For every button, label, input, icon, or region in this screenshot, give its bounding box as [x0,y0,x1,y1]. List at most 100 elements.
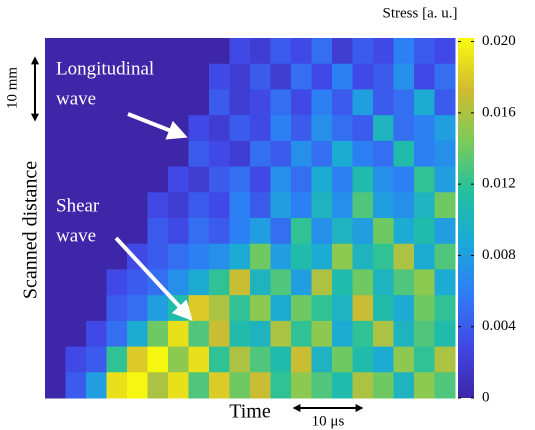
heatmap-cell [147,192,169,219]
heatmap-cell [352,38,374,65]
heatmap-cell [86,320,107,348]
heatmap-cell [291,38,312,65]
heatmap-cell [291,269,312,296]
heatmap-cell [45,372,66,399]
heatmap-cell [188,372,210,399]
heatmap-cell [270,89,292,116]
heatmap-cell [229,140,251,168]
heatmap-cell [311,115,333,142]
heatmap-cell [45,295,66,322]
heatmap-cell [65,346,87,373]
heatmap-cell [250,346,271,373]
heatmap-cell [127,372,148,399]
heatmap-cell [65,320,87,348]
heatmap-cell [127,320,148,348]
heatmap-cell [209,63,230,90]
heatmap-cell [250,218,271,245]
heatmap-cell [414,115,435,142]
heatmap-cell [393,166,415,193]
heatmap-cell [65,218,87,245]
heatmap-cell [393,140,415,168]
heatmap-cell [86,372,107,399]
heatmap-cell [311,63,333,90]
heatmap-cell [434,372,456,399]
heatmap-cell [332,140,353,168]
heatmap-cell [414,166,435,193]
heatmap-cell [270,243,292,270]
heatmap-cell [86,346,107,373]
colorbar-label: Stress [a. u.] [383,5,458,21]
heatmap-cell [188,320,210,348]
annotation-text: Shear [56,195,100,216]
heatmap-cell [168,115,189,142]
heatmap-cell [188,89,210,116]
heatmap-cell [106,115,128,142]
heatmap-cell [414,295,435,322]
heatmap-cell [352,346,374,373]
heatmap-cell [188,166,210,193]
heatmap-cell [393,192,415,219]
heatmap-cell [168,243,189,270]
heatmap-cell [250,295,271,322]
heatmap-cell [65,243,87,270]
heatmap-cell [414,218,435,245]
heatmap-cell [147,89,169,116]
heatmap-cell [311,192,333,219]
heatmap-cell [414,89,435,116]
heatmap-cell [168,192,189,219]
heatmap-cell [393,218,415,245]
annotation-text: wave [56,225,96,246]
heatmap-cell [373,295,394,322]
heatmap-cell [332,89,353,116]
heatmap-cell [332,295,353,322]
heatmap-cell [250,89,271,116]
heatmap-cell [168,372,189,399]
heatmap-cell [291,372,312,399]
heatmap-cell [45,269,66,296]
heatmap-cell [45,320,66,348]
heatmap-cell [434,140,456,168]
heatmap-cell [45,166,66,193]
heatmap-cell [393,38,415,65]
heatmap-cell [147,320,169,348]
heatmap-cell [188,192,210,219]
heatmap-cell [188,269,210,296]
heatmap-cell [373,192,394,219]
heatmap-cell [270,372,292,399]
heatmap-cell [414,372,435,399]
heatmap-cell [434,269,456,296]
heatmap-cell [250,192,271,219]
heatmap-cell [168,346,189,373]
heatmap-cell [229,218,251,245]
heatmap-cell [373,243,394,270]
heatmap-cell [127,140,148,168]
annotation-text: wave [56,88,96,109]
heatmap-cell [373,269,394,296]
heatmap-cell [291,243,312,270]
heatmap-cell [229,346,251,373]
heatmap-cell [209,89,230,116]
heatmap-cell [229,320,251,348]
heatmap-cell [106,166,128,193]
heatmap-cell [65,295,87,322]
heatmap-cell [65,89,87,116]
heatmap-cell [209,372,230,399]
heatmap-cell [127,192,148,219]
heatmap-cell [393,115,415,142]
heatmap-cell [209,140,230,168]
heatmap-cell [65,166,87,193]
heatmap-cell [291,320,312,348]
heatmap-cell [188,218,210,245]
heatmap-cell [86,269,107,296]
heatmap-cell [270,320,292,348]
scale-bar-label: 10 mm [4,67,20,109]
heatmap-cell [414,140,435,168]
heatmap-cell [414,269,435,296]
heatmap-cell [434,63,456,90]
y-axis-label: Scanned distance [20,161,42,299]
heatmap-cell [311,140,333,168]
heatmap-cell [229,115,251,142]
heatmap-cell [270,38,292,65]
heatmap-cell [106,295,128,322]
